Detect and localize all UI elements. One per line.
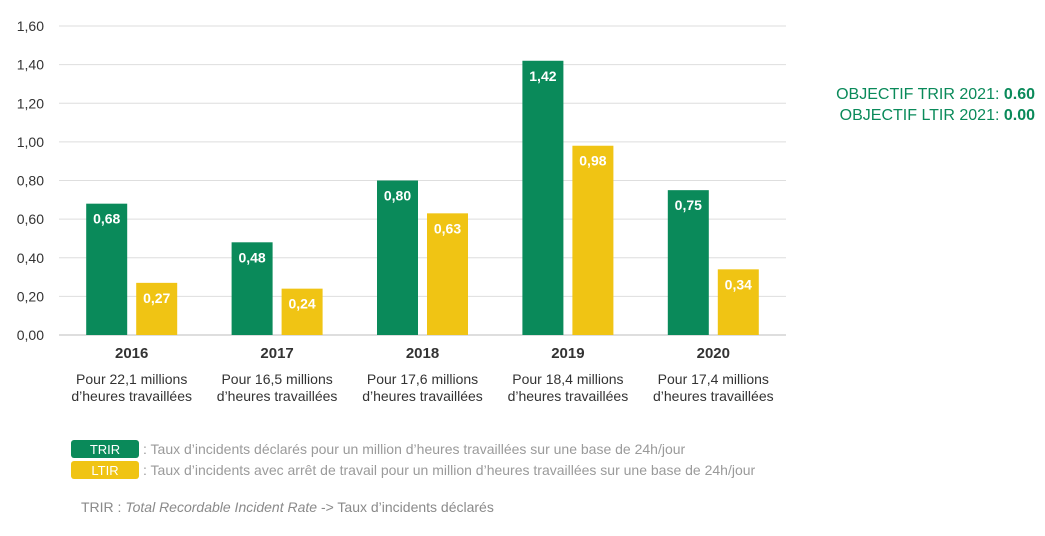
x-tick-label: 2020 [697, 345, 730, 362]
data-label: 1,42 [529, 68, 556, 84]
legend-item-trir: TRIR : Taux d’incidents déclarés pour un… [71, 439, 685, 459]
y-tick-label: 1,00 [17, 134, 44, 150]
bar-ltir [136, 282, 178, 335]
objective-ltir: OBJECTIF LTIR 2021: 0.00 [800, 105, 1035, 126]
objective-trir: OBJECTIF TRIR 2021: 0.60 [800, 84, 1035, 105]
x-subtitle-line: d’heures travaillées [217, 388, 338, 404]
x-subtitle-line: Pour 18,4 millions [512, 371, 623, 387]
data-label: 0,98 [579, 153, 606, 169]
bar-ltir [717, 269, 759, 335]
x-tick-label: 2018 [406, 345, 439, 362]
y-tick-label: 0,80 [17, 173, 44, 189]
data-label: 0,34 [725, 276, 752, 292]
data-label: 0,75 [675, 197, 702, 213]
y-tick-label: 0,60 [17, 211, 44, 227]
x-subtitle-line: d’heures travaillées [362, 388, 483, 404]
y-tick-label: 1,40 [17, 57, 44, 73]
footnote-prefix: TRIR : [81, 499, 126, 515]
legend-item-ltir: LTIR : Taux d’incidents avec arrêt de tr… [71, 460, 755, 480]
y-tick-label: 1,20 [17, 95, 44, 111]
legend-swatch-ltir: LTIR [71, 461, 139, 479]
bar-ltir [427, 213, 468, 335]
legend-swatch-trir: TRIR [71, 440, 139, 458]
data-label: 0,63 [434, 220, 461, 236]
bar-ltir [572, 145, 614, 335]
data-label: 0,24 [288, 296, 315, 312]
data-label: 0,48 [238, 249, 265, 265]
x-subtitle-line: d’heures travaillées [653, 388, 774, 404]
legend-text-ltir: : Taux d’incidents avec arrêt de travail… [143, 462, 756, 478]
x-tick-label: 2016 [115, 345, 148, 362]
x-subtitle-line: d’heures travaillées [508, 388, 629, 404]
footnote-suffix: -> Taux d’incidents déclarés [317, 499, 494, 515]
x-subtitle-line: Pour 17,4 millions [658, 371, 769, 387]
x-subtitle-line: Pour 16,5 millions [221, 371, 332, 387]
objective-ltir-value: 0.00 [1003, 107, 1035, 124]
bar-trir [231, 242, 273, 335]
bar-trir [522, 60, 564, 335]
legend-text-trir: : Taux d’incidents déclarés pour un mill… [143, 441, 686, 457]
data-label: 0,27 [143, 290, 170, 306]
bar-trir [377, 180, 418, 335]
data-label: 0,80 [384, 188, 411, 204]
x-subtitle-line: d’heures travaillées [71, 388, 192, 404]
y-tick-label: 1,60 [17, 18, 44, 34]
y-tick-label: 0,20 [17, 288, 44, 304]
x-subtitle-line: Pour 17,6 millions [367, 371, 478, 387]
data-label: 0,68 [93, 211, 120, 227]
x-tick-label: 2017 [260, 345, 293, 362]
footnote: TRIR : Total Recordable Incident Rate ->… [81, 499, 494, 515]
bar-ltir [281, 288, 323, 335]
x-tick-label: 2019 [551, 345, 584, 362]
bar-trir [86, 203, 128, 335]
objective-ltir-label: OBJECTIF LTIR 2021: [839, 107, 1004, 124]
footnote-italic: Total Recordable Incident Rate [125, 499, 318, 515]
x-subtitle-line: Pour 22,1 millions [76, 371, 187, 387]
y-tick-label: 0,00 [17, 327, 44, 343]
bar-chart: 0,00 0,20 0,40 0,60 0,80 1,00 1,20 1,40 1,60 0,68… [17, 18, 786, 404]
y-tick-label: 0,40 [17, 250, 44, 266]
bar-trir [667, 190, 709, 335]
objective-trir-label: OBJECTIF TRIR 2021: [836, 86, 1004, 103]
objectives: OBJECTIF TRIR 2021: 0.60 OBJECTIF LTIR 2… [800, 84, 1035, 126]
objective-trir-value: 0.60 [1003, 86, 1035, 103]
